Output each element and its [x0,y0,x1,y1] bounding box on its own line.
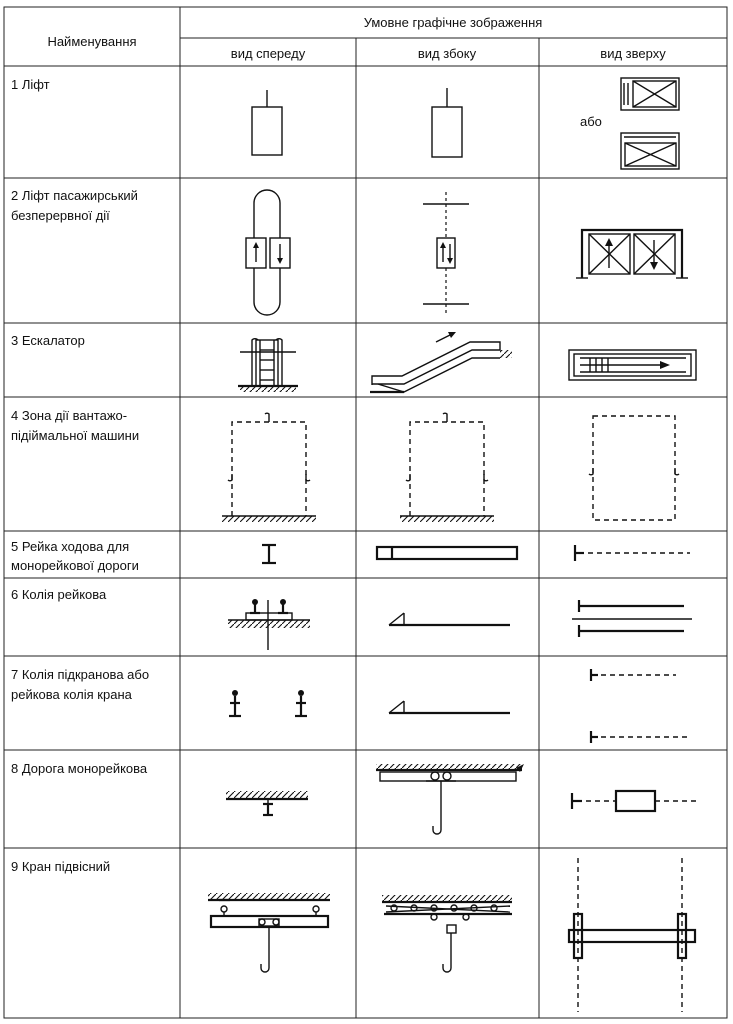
row-name: підіймальної машини [11,428,139,443]
lift-side-symbol [431,88,463,158]
escalator-top-symbol [568,349,697,381]
row-name: 9 Кран підвісний [11,859,110,874]
monorail-front-symbol [226,791,308,817]
crane-zone-front-symbol [222,412,316,522]
header-group: Умовне графічне зображення [364,15,543,30]
track-front-symbol [228,599,310,650]
header-view-side: вид збоку [418,46,477,61]
header-name: Найменування [47,34,136,49]
header-view-top: вид зверху [600,46,666,61]
monorail-top-symbol [570,789,696,813]
paternoster-front-symbol [245,189,291,316]
crane-track-top-symbol [589,669,690,743]
suspended-crane-side-symbol [382,895,512,973]
track-side-symbol [388,612,510,627]
track-top-symbol [572,600,692,637]
crane-track-front-symbol [229,690,307,718]
row-name: 8 Дорога монорейкова [11,761,148,776]
rail-side-symbol [375,545,519,561]
row-name: 7 Колія підкранова або [11,667,149,682]
header-view-front: вид спереду [231,46,306,61]
paternoster-top-symbol [576,228,688,279]
monorail-side-symbol [376,764,524,835]
row-name: монорейкової дороги [11,558,139,573]
row-name: безперервної дії [11,208,110,223]
paternoster-side-symbol [423,192,469,315]
suspended-crane-top-symbol [567,858,697,1012]
row-name: 2 Ліфт пасажирський [11,188,138,203]
escalator-side-symbol [370,332,512,394]
escalator-front-symbol [238,338,298,392]
rail-top-symbol [573,545,690,561]
lift-top-symbol [620,77,680,170]
crane-zone-side-symbol [400,412,494,522]
rail-front-symbol [262,543,276,565]
suspended-crane-front-symbol [208,893,330,973]
crane-zone-top-symbol [588,415,680,521]
lift-front-symbol [251,90,283,156]
row-name: 6 Колія рейкова [11,587,107,602]
lift-or-note: або [580,114,602,129]
table-grid [3,6,728,1019]
row-name: 1 Ліфт [11,77,50,92]
row-name: 5 Рейка ходова для [11,539,129,554]
row-name: рейкова колія крана [11,687,133,702]
row-name: 3 Ескалатор [11,333,85,348]
row-name: 4 Зона дії вантажо- [11,408,127,423]
crane-track-side-symbol [388,700,510,715]
